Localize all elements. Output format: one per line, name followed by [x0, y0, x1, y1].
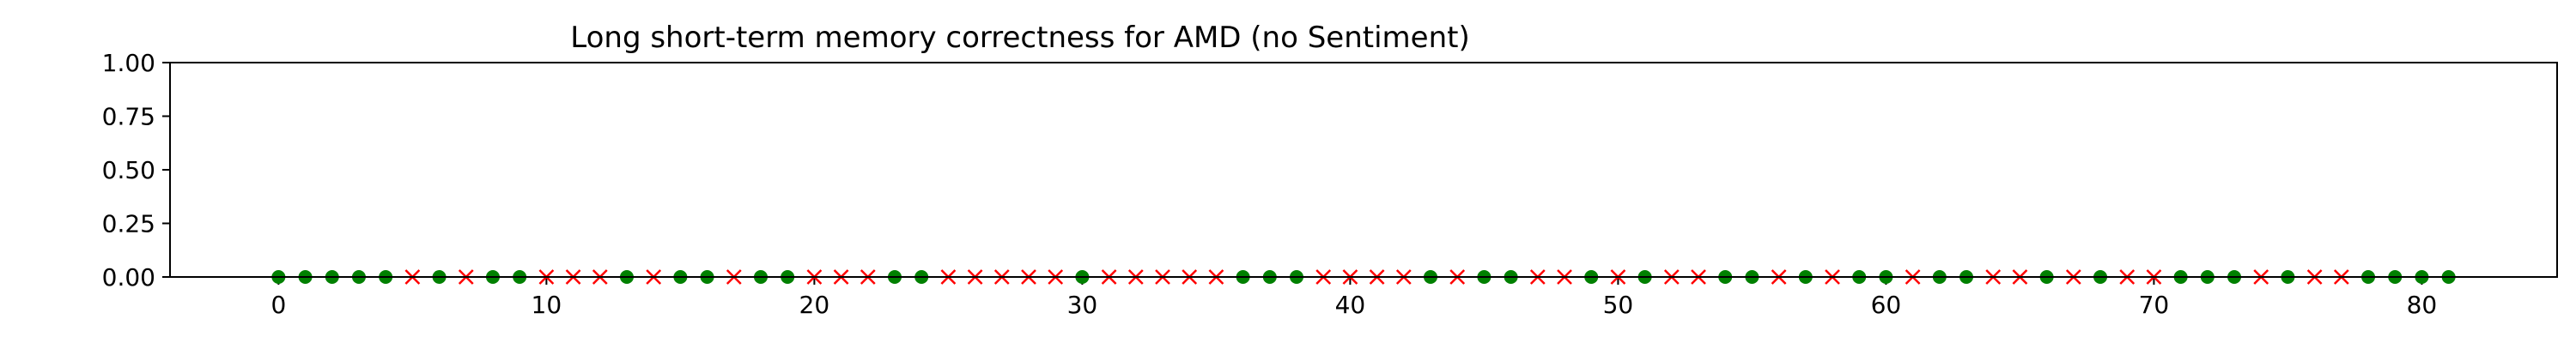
x-tick-label: 60	[1871, 291, 1902, 319]
x-tick-label: 80	[2407, 291, 2438, 319]
x-tick-label: 10	[532, 291, 562, 319]
x-tick-label: 20	[799, 291, 830, 319]
x-tick-label: 30	[1067, 291, 1098, 319]
y-axis-ticks: 0.00 0.25 0.50 0.75 1.00	[102, 49, 170, 292]
x-tick-label: 0	[270, 291, 286, 319]
y-tick-label: 0.50	[102, 156, 155, 184]
y-tick-label: 1.00	[102, 49, 155, 77]
chart-title: Long short-term memory correctness for A…	[570, 21, 1469, 55]
x-tick-label: 50	[1603, 291, 1634, 319]
y-tick-label: 0.75	[102, 103, 155, 131]
x-tick-label: 70	[2139, 291, 2170, 319]
x-axis-ticks: 0 10 20 30 40 50 60 70 80	[270, 277, 2437, 319]
y-tick-label: 0.25	[102, 210, 155, 238]
plot-area-frame	[169, 62, 2558, 278]
x-tick-label: 40	[1335, 291, 1366, 319]
y-tick-label: 0.00	[102, 263, 155, 292]
